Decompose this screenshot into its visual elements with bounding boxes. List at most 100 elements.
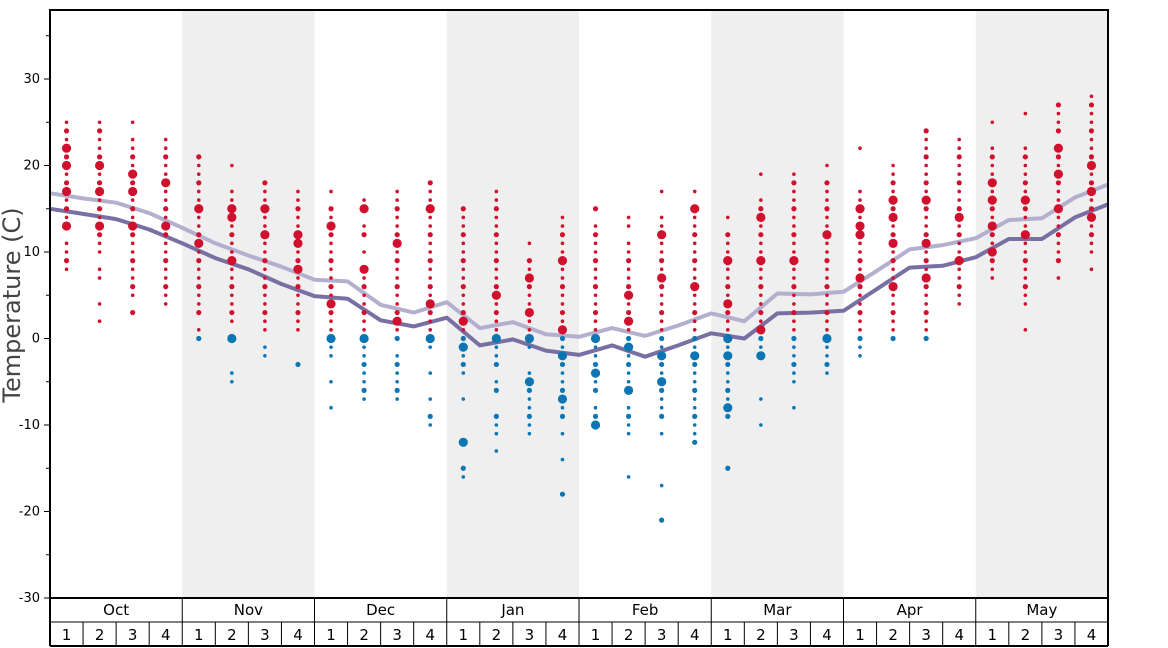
observation-dot [130,163,135,168]
observation-dot [329,319,333,324]
observation-dot [1056,276,1061,280]
observation-dot [196,224,201,228]
observation-dot [97,172,102,176]
observation-dot [97,302,102,306]
observation-dot [560,276,565,280]
observation-dot [855,204,865,214]
observation-dot [824,258,830,264]
observation-dot [626,405,631,410]
observation-dot [957,276,962,280]
avg-low-line [49,202,1109,359]
observation-dot [923,258,929,264]
observation-dot [63,180,70,186]
observation-dot [427,232,433,238]
observation-dot [759,345,763,349]
observation-dot [493,232,499,238]
observation-dot [260,204,270,214]
observation-dot [824,180,830,186]
observation-dot [293,238,303,248]
observation-dot [295,361,301,368]
observation-dot [394,361,400,368]
observation-dot [362,345,366,349]
observation-dot [557,351,568,361]
observation-dots [61,94,1097,523]
observation-dot [428,293,433,298]
observation-dot [792,189,796,194]
observation-dot [725,345,730,349]
observation-dot [329,328,333,332]
observation-dot [560,345,565,349]
observation-dot [196,232,202,238]
observation-dot [957,293,962,298]
observation-dot [560,215,565,220]
observation-dot [990,172,995,176]
observation-dot [296,328,300,332]
observation-dot [692,361,698,368]
week-label: 2 [95,626,105,644]
week-label: 4 [690,626,700,644]
observation-dot [494,250,499,254]
observation-dot [789,256,799,266]
observation-dot [427,413,433,419]
month-label: Oct [103,601,129,619]
observation-dot [230,276,234,280]
observation-dot [262,180,268,186]
observation-dot [296,293,300,298]
observation-dot [1088,128,1095,134]
observation-dot [196,198,201,202]
observation-dot [725,413,731,419]
observation-dot [1089,120,1094,125]
observation-dot [891,293,895,298]
observation-dot [230,163,234,168]
observation-dot [328,232,334,238]
observation-dot [196,163,201,168]
observation-dot [230,224,234,228]
observation-dot [362,224,366,228]
observation-dot [792,328,796,332]
observation-dot [196,328,201,332]
observation-dot [394,387,400,393]
observation-dot [163,302,168,306]
observation-dot [1089,224,1094,228]
observation-dot [858,250,862,254]
observation-dot [130,180,136,186]
week-label: 2 [227,626,237,644]
observation-dot [1053,143,1064,153]
observation-dot [395,224,399,228]
observation-dot [461,293,466,298]
observation-dot [130,146,135,150]
observation-dot [891,276,895,280]
observation-dot [428,371,433,375]
observation-dot [659,483,664,488]
week-label: 1 [855,626,865,644]
observation-dot [725,371,730,375]
observation-dot [1023,163,1028,168]
observation-dot [924,328,928,332]
observation-dot [890,232,896,238]
observation-dot [392,316,402,326]
observation-dot [427,284,433,290]
observation-dot [557,325,568,335]
observation-dot [822,333,832,344]
observation-dot [625,335,632,342]
observation-dot [229,309,235,316]
observation-dot [659,258,665,264]
observation-dot [524,307,535,318]
observation-dot [130,215,135,220]
observation-dot [857,284,863,290]
observation-dot [97,198,102,202]
observation-dot [230,241,234,246]
observation-dot [559,491,566,497]
observation-dot [196,258,202,264]
observation-dot [659,241,664,246]
observation-dot [626,276,631,280]
observation-dot [626,241,631,246]
observation-dot [1023,276,1028,280]
week-label: 2 [624,626,634,644]
observation-dot [723,351,733,361]
observation-dot [825,319,829,324]
observation-dot [626,423,631,427]
observation-dot [130,198,135,202]
observation-dot [593,267,598,272]
observation-dot [725,250,730,254]
